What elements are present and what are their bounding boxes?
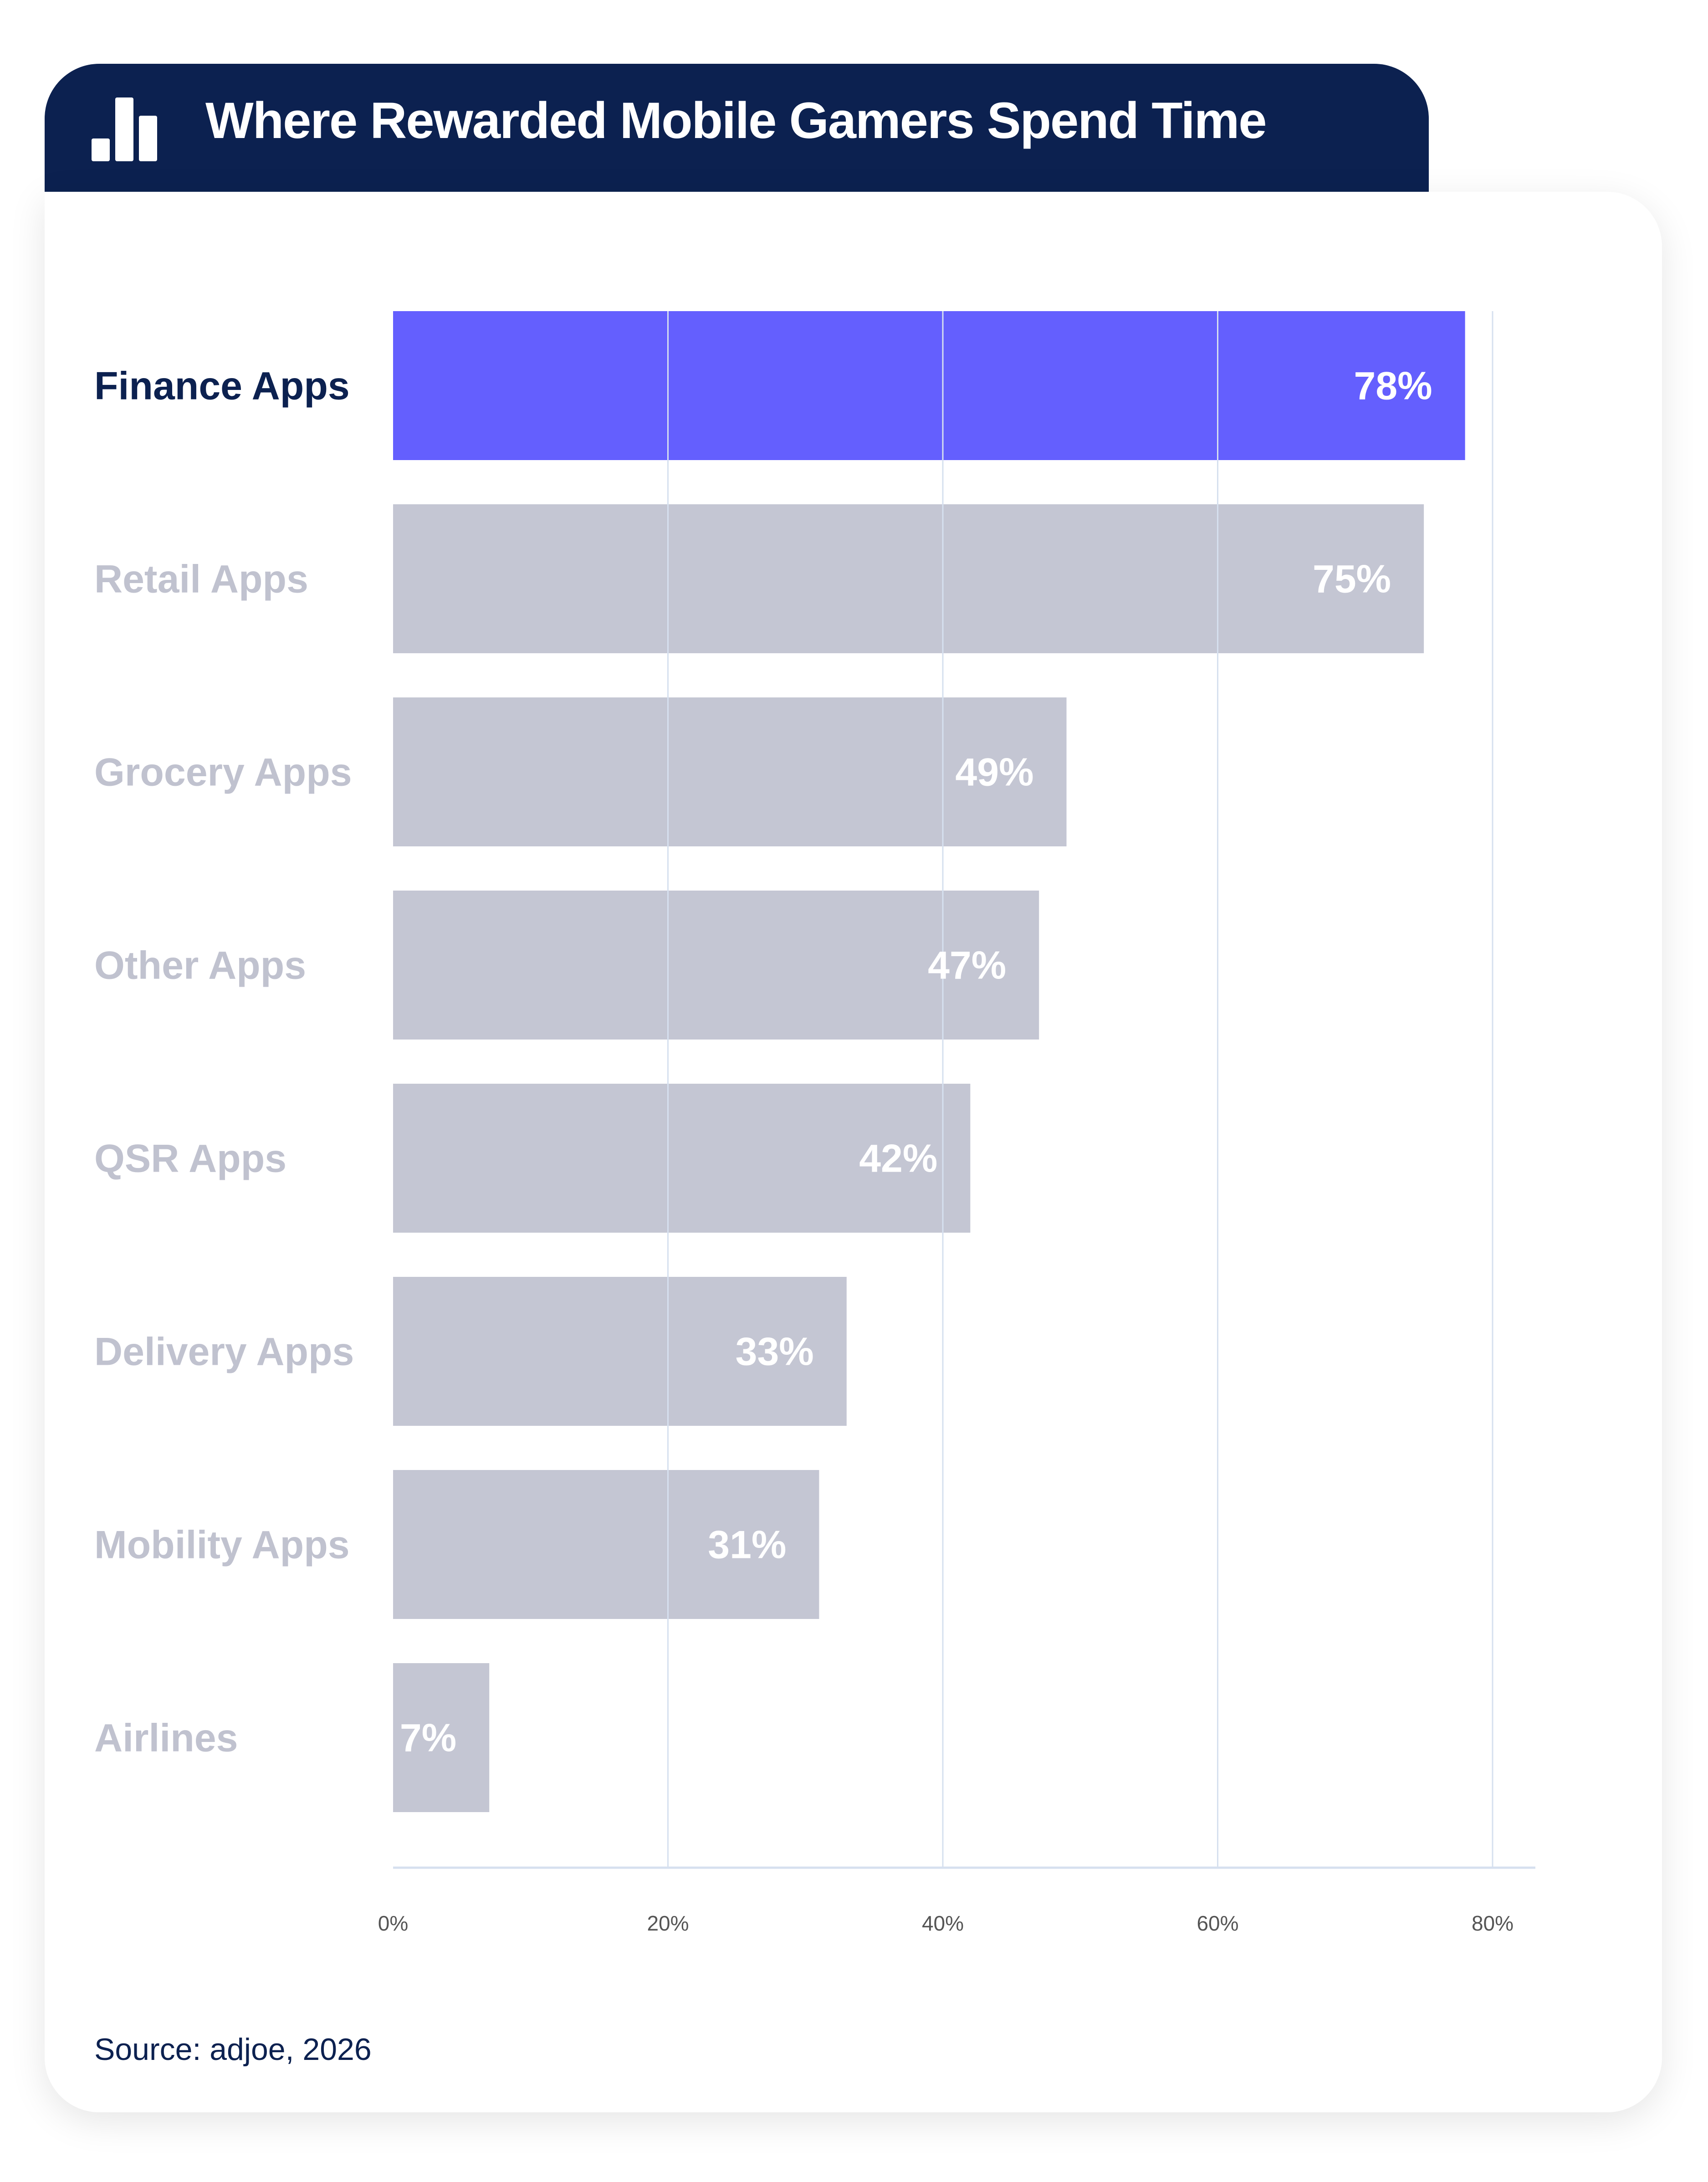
value-label: 47% [928, 944, 1006, 988]
value-label: 33% [736, 1330, 814, 1374]
category-label: QSR Apps [94, 1137, 286, 1181]
x-tick-label: 0% [378, 1911, 408, 1935]
bar [393, 697, 1067, 846]
category-label: Grocery Apps [94, 751, 352, 794]
bar [393, 311, 1465, 460]
value-label: 42% [859, 1137, 937, 1181]
title-tab: Where Rewarded Mobile Gamers Spend Time [45, 64, 1429, 200]
x-tick-label: 40% [922, 1911, 964, 1935]
bar [393, 1663, 490, 1812]
bar [393, 504, 1424, 653]
bar [393, 891, 1039, 1040]
bar [393, 1277, 847, 1426]
category-label: Finance Apps [94, 364, 350, 408]
source-note: Source: adjoe, 2026 [94, 2032, 372, 2067]
category-label: Other Apps [94, 944, 306, 988]
category-label: Delivery Apps [94, 1330, 354, 1374]
category-label: Airlines [94, 1716, 238, 1760]
x-tick-label: 80% [1472, 1911, 1514, 1935]
x-tick-label: 20% [647, 1911, 689, 1935]
bar [393, 1470, 819, 1619]
category-label: Mobility Apps [94, 1523, 350, 1567]
value-label: 75% [1313, 558, 1391, 601]
category-label: Retail Apps [94, 558, 308, 601]
value-label: 49% [955, 751, 1033, 794]
chart-title: Where Rewarded Mobile Gamers Spend Time [205, 92, 1267, 149]
value-label: 7% [400, 1716, 456, 1760]
bar-chart-icon [92, 97, 157, 161]
value-label: 31% [708, 1523, 786, 1567]
x-tick-label: 60% [1197, 1911, 1238, 1935]
bar [393, 1084, 971, 1233]
value-label: 78% [1354, 364, 1432, 408]
